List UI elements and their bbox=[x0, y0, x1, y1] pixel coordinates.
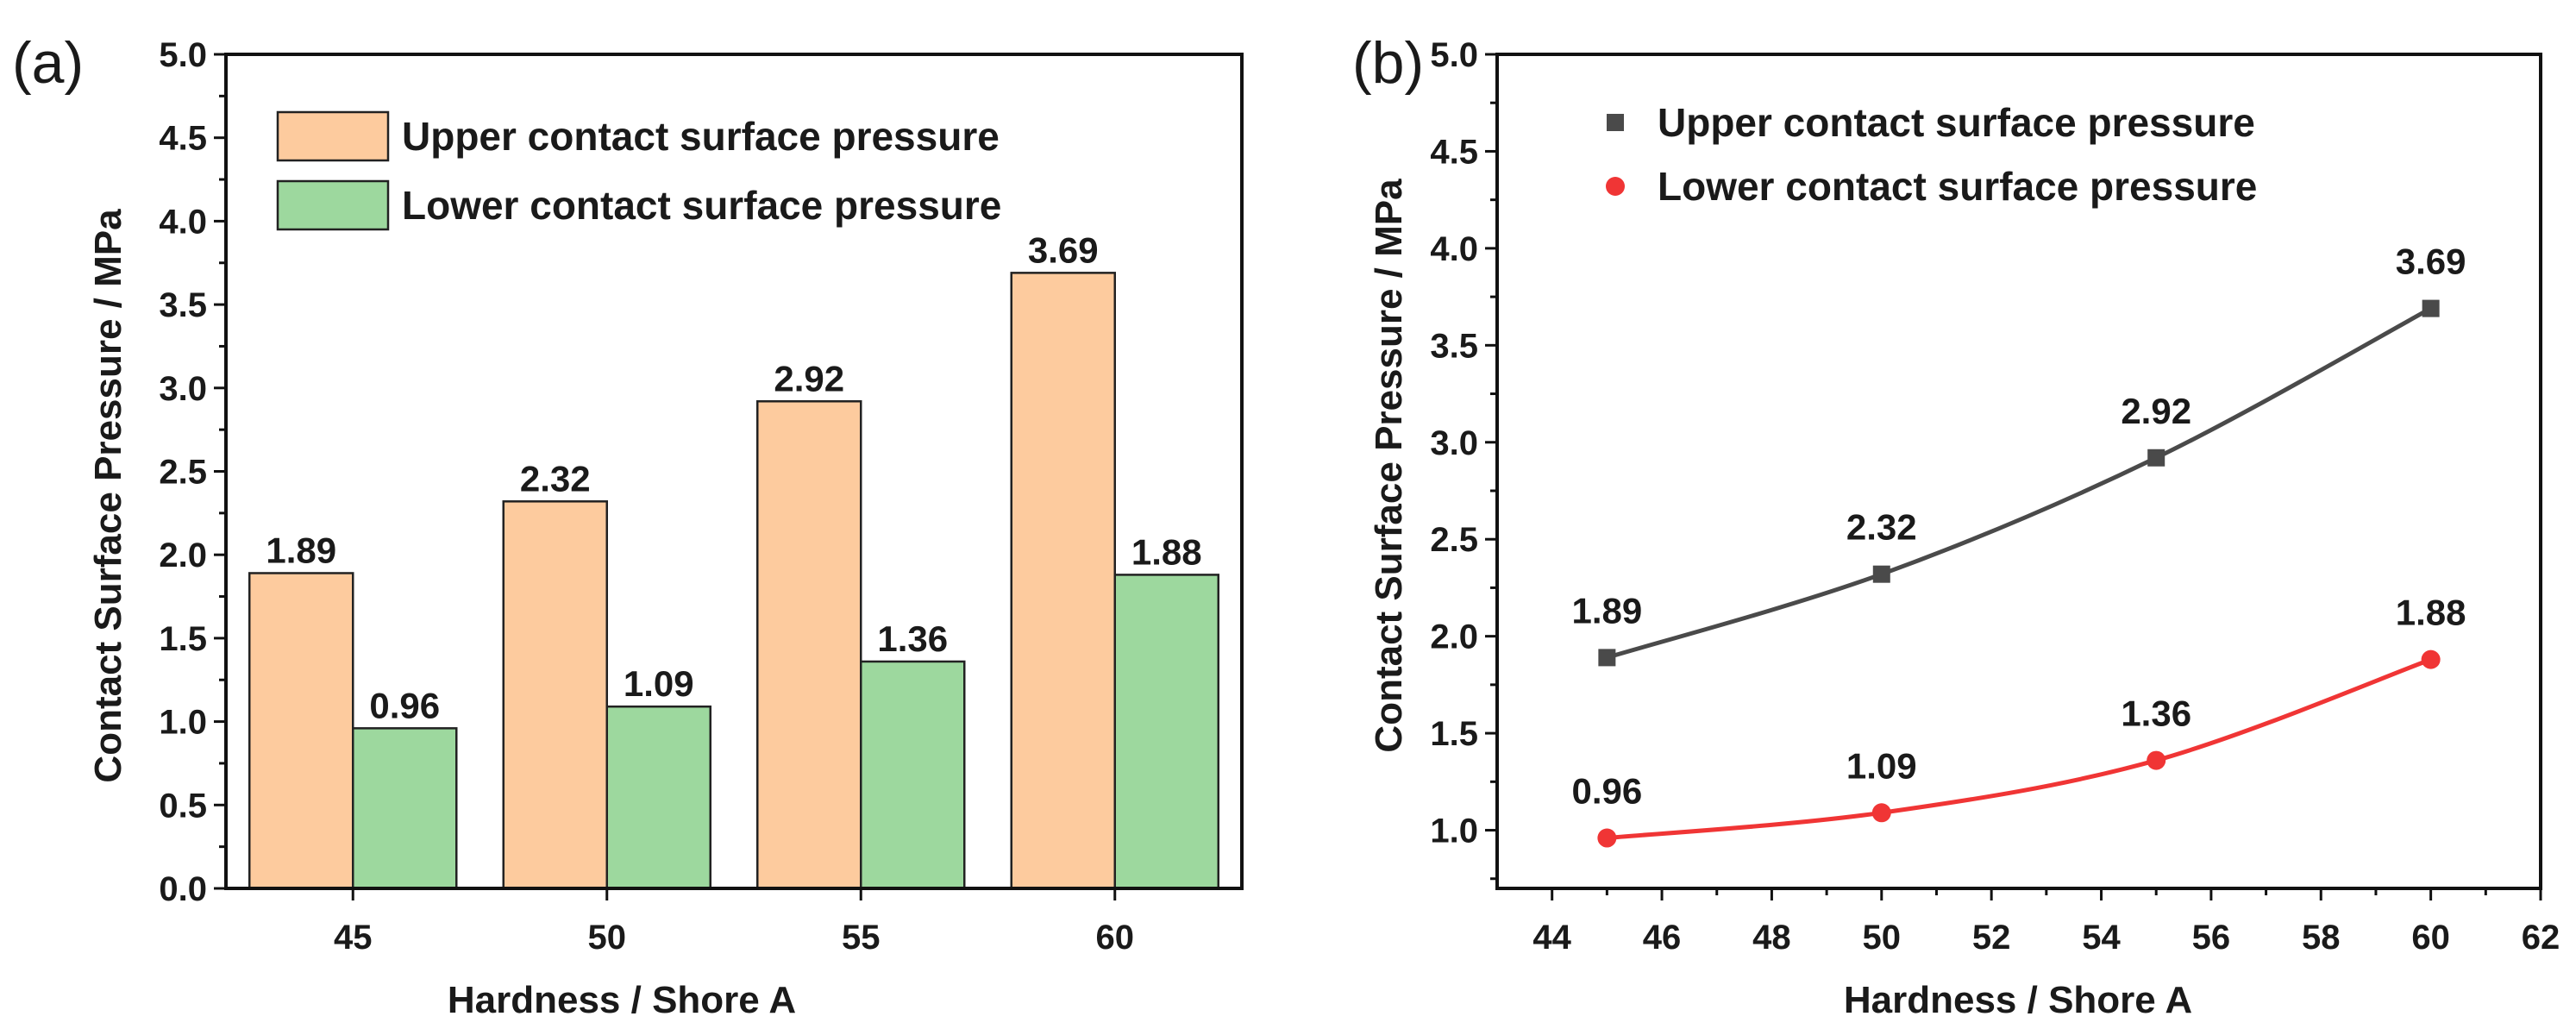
x-tick-label: 46 bbox=[1643, 919, 1682, 957]
point-value-label: 2.92 bbox=[2121, 391, 2191, 431]
y-tick-label: 0.0 bbox=[159, 870, 207, 908]
y-tick-label: 4.5 bbox=[1430, 133, 1478, 171]
panel-a-y-axis-title: Contact Surface Pressure / MPa bbox=[87, 209, 129, 783]
bar-upper-50 bbox=[502, 500, 608, 890]
y-tick-label: 4.5 bbox=[159, 120, 207, 158]
x-tick-label: 60 bbox=[2411, 919, 2450, 957]
legend-marker-lower bbox=[1606, 177, 1625, 196]
bar-value-label: 1.88 bbox=[1131, 531, 1202, 572]
point-value-label: 1.36 bbox=[2121, 693, 2191, 734]
y-tick-label: 3.5 bbox=[1430, 327, 1478, 365]
y-tick-label: 4.0 bbox=[1430, 230, 1478, 268]
marker-lower-55 bbox=[2147, 750, 2166, 770]
bar-upper-55 bbox=[756, 400, 862, 890]
x-tick-label: 55 bbox=[842, 919, 881, 957]
panel-b-x-axis-title: Hardness / Shore A bbox=[1844, 979, 2192, 1021]
y-tick-label: 3.0 bbox=[159, 370, 207, 408]
y-tick-label: 1.0 bbox=[159, 704, 207, 742]
bar-value-label: 2.32 bbox=[520, 458, 591, 499]
y-tick-label: 3.0 bbox=[1430, 424, 1478, 462]
legend-marker-upper bbox=[1607, 114, 1624, 131]
point-value-label: 3.69 bbox=[2396, 242, 2466, 282]
plot-frame bbox=[1495, 53, 2542, 890]
legend-swatch-lower bbox=[276, 179, 390, 231]
legend-label-lower: Lower contact surface pressure bbox=[1658, 164, 2257, 209]
series-line-lower bbox=[1607, 657, 2432, 841]
point-value-label: 1.89 bbox=[1571, 590, 1642, 631]
point-value-label: 2.32 bbox=[1846, 507, 1917, 548]
x-tick-label: 48 bbox=[1752, 919, 1791, 957]
plot-frame bbox=[224, 53, 1244, 890]
panel-b-legend: Upper contact surface pressure Lower cont… bbox=[1606, 100, 2257, 209]
panel-b-axes: 44 46 48 50 52 54 56 58 60 62 1.0 1.5 2.0 2.5 3.0 3.5 4.… bbox=[1430, 36, 2560, 957]
point-value-label: 1.88 bbox=[2396, 593, 2466, 633]
bar-value-label: 1.36 bbox=[877, 618, 948, 659]
bar-lower-55 bbox=[860, 660, 966, 890]
y-tick-label: 5.0 bbox=[1430, 36, 1478, 74]
bar-lower-60 bbox=[1113, 574, 1219, 890]
marker-lower-60 bbox=[2421, 649, 2441, 669]
x-tick-label: 52 bbox=[1972, 919, 2011, 957]
x-tick-label: 44 bbox=[1532, 919, 1571, 957]
panel-a-bar-chart: (a) 1.89 0.96 2.32 1.09 2.92 1.36 3.69 1.88 45 5… bbox=[12, 30, 1244, 1021]
x-tick-label: 58 bbox=[2302, 919, 2341, 957]
bar-value-label: 1.89 bbox=[266, 530, 336, 570]
legend-label-upper: Upper contact surface pressure bbox=[1658, 100, 2255, 145]
x-tick-label: 54 bbox=[2082, 919, 2121, 957]
y-tick-label: 2.0 bbox=[159, 536, 207, 574]
y-tick-label: 0.5 bbox=[159, 787, 207, 825]
x-tick-label: 62 bbox=[2522, 919, 2560, 957]
panel-b-y-axis-title: Contact Surface Pressure / MPa bbox=[1368, 179, 1410, 753]
x-tick-label: 50 bbox=[588, 919, 627, 957]
bar-value-label: 3.69 bbox=[1028, 229, 1099, 270]
marker-upper-55 bbox=[2147, 449, 2165, 467]
panel-b-label: (b) bbox=[1352, 30, 1424, 96]
y-tick-label: 1.5 bbox=[1430, 715, 1478, 753]
bar-value-label: 2.92 bbox=[774, 358, 844, 398]
bar-upper-45 bbox=[248, 572, 354, 890]
x-tick-label: 50 bbox=[1863, 919, 1902, 957]
y-tick-label: 1.5 bbox=[159, 620, 207, 658]
series-line-upper bbox=[1606, 306, 2432, 660]
marker-lower-45 bbox=[1597, 828, 1617, 848]
x-tick-label: 56 bbox=[2192, 919, 2231, 957]
bar-upper-60 bbox=[1010, 272, 1116, 890]
bar-lower-50 bbox=[605, 705, 711, 890]
y-tick-label: 4.0 bbox=[159, 203, 207, 241]
marker-upper-60 bbox=[2422, 299, 2440, 317]
panel-a-axes: 45 50 55 60 0.0 0.5 1.0 1.5 2.0 2.5 3.0 3.5 4.0 4.5 5.… bbox=[159, 36, 1244, 957]
legend-swatch-upper bbox=[276, 110, 390, 162]
marker-upper-50 bbox=[1872, 565, 1890, 583]
y-tick-label: 1.0 bbox=[1430, 813, 1478, 850]
panel-a-bars: 1.89 0.96 2.32 1.09 2.92 1.36 3.69 1.88 bbox=[248, 229, 1219, 890]
panel-a-x-axis-title: Hardness / Shore A bbox=[448, 979, 796, 1021]
panel-a-legend: Upper contact surface pressure Lower cont… bbox=[276, 110, 1001, 231]
marker-upper-45 bbox=[1598, 649, 1616, 667]
y-tick-label: 5.0 bbox=[159, 36, 207, 74]
point-value-label: 1.09 bbox=[1846, 745, 1917, 786]
y-tick-label: 2.5 bbox=[1430, 521, 1478, 559]
bar-value-label: 1.09 bbox=[624, 663, 694, 704]
marker-lower-50 bbox=[1871, 803, 1891, 823]
legend-label-lower: Lower contact surface pressure bbox=[402, 183, 1001, 228]
point-value-label: 0.96 bbox=[1571, 771, 1642, 812]
y-tick-label: 2.0 bbox=[1430, 618, 1478, 656]
y-tick-label: 3.5 bbox=[159, 286, 207, 324]
panel-b-line-chart: (b) 44 46 48 50 52 54 56 58 60 62 1.0 1.5 2.0 2.5 3.0 3… bbox=[1352, 30, 2560, 1021]
bar-lower-45 bbox=[352, 727, 458, 890]
legend-label-upper: Upper contact surface pressure bbox=[402, 114, 1000, 159]
bar-value-label: 0.96 bbox=[369, 685, 440, 725]
x-tick-label: 60 bbox=[1096, 919, 1135, 957]
panel-a-label: (a) bbox=[12, 30, 84, 96]
x-tick-label: 45 bbox=[334, 919, 373, 957]
y-tick-label: 2.5 bbox=[159, 454, 207, 492]
panel-b-lines: 1.89 2.32 2.92 3.69 0.96 1.09 1.36 1.88 bbox=[1571, 242, 2466, 848]
